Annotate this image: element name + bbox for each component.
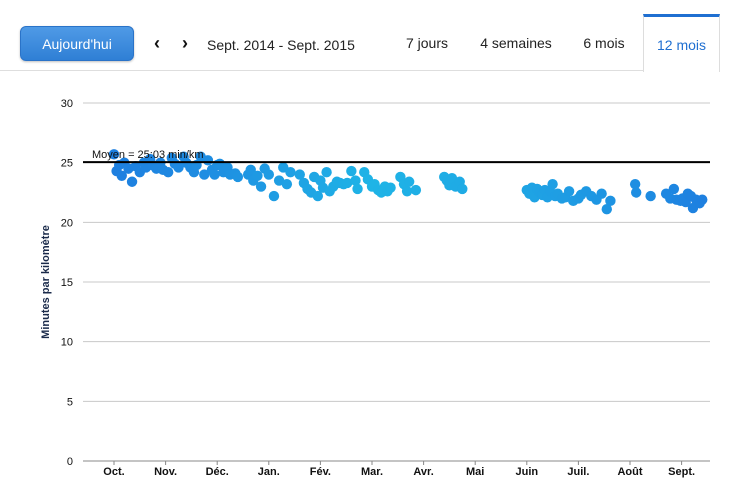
data-point	[601, 204, 612, 215]
data-point	[697, 194, 708, 205]
x-tick-label: Juin	[515, 466, 538, 478]
data-point	[645, 190, 656, 202]
data-point	[352, 183, 363, 195]
tab-12-months[interactable]: 12 mois	[643, 14, 720, 72]
data-point	[346, 165, 357, 177]
y-tick-label: 10	[61, 337, 73, 349]
data-point	[342, 177, 353, 189]
data-point	[629, 178, 641, 190]
x-tick-label: Nov.	[154, 466, 177, 478]
data-point	[630, 187, 642, 198]
y-tick-label: 0	[67, 456, 73, 468]
x-tick-label: Sept.	[668, 466, 695, 478]
data-point	[596, 188, 607, 199]
x-tick-label: Mai	[466, 466, 484, 478]
x-tick-label: Jan.	[258, 466, 280, 478]
y-tick-label: 30	[61, 98, 73, 110]
data-point	[108, 149, 120, 160]
x-tick-label: Août	[617, 466, 642, 478]
data-point	[410, 184, 422, 196]
tab-6-months[interactable]: 6 mois	[583, 35, 625, 51]
y-axis-label: Minutes par kilomètre	[40, 225, 52, 339]
data-point	[202, 155, 214, 166]
toolbar: Aujourd'hui ‹ › Sept. 2014 - Sept. 2015 …	[0, 0, 742, 72]
data-point	[403, 176, 415, 187]
data-point	[255, 181, 267, 192]
y-tick-label: 25	[61, 158, 73, 170]
data-point	[263, 169, 274, 180]
data-point	[457, 183, 468, 195]
data-point	[312, 190, 324, 202]
data-point	[285, 167, 296, 178]
x-tick-label: Juil.	[567, 466, 589, 478]
data-point	[294, 169, 305, 180]
data-points	[108, 149, 708, 215]
average-annotation: Moyen = 25:03 min/km	[92, 149, 204, 161]
y-tick-label: 5	[67, 396, 73, 408]
x-tick-label: Fév.	[310, 466, 331, 478]
x-tick-label: Mar.	[361, 466, 383, 478]
y-tick-label: 15	[61, 277, 73, 289]
data-point	[273, 175, 285, 186]
x-axis-ticks: Oct. Nov. Déc. Jan. Fév. Mar. Avr. Mai Juin Juil.…	[103, 461, 695, 478]
x-tick-label: Déc.	[206, 466, 229, 478]
data-point	[199, 169, 210, 180]
x-tick-label: Avr.	[413, 466, 433, 478]
data-point	[605, 195, 616, 207]
data-point	[126, 176, 138, 187]
tab-4-weeks[interactable]: 4 semaines	[480, 35, 552, 51]
data-point	[116, 170, 127, 181]
data-point	[209, 169, 220, 180]
date-range-label: Sept. 2014 - Sept. 2015	[207, 37, 355, 53]
chevron-right-icon[interactable]: ›	[182, 32, 188, 53]
toolbar-divider	[0, 70, 643, 71]
data-point	[446, 172, 458, 184]
data-point	[401, 186, 413, 197]
x-tick-label: Oct.	[103, 466, 124, 478]
data-point	[350, 175, 361, 186]
data-point	[668, 183, 680, 195]
tab-7-days[interactable]: 7 jours	[405, 35, 449, 51]
data-point	[252, 170, 263, 181]
today-button[interactable]: Aujourd'hui	[20, 26, 134, 61]
data-point	[385, 182, 396, 193]
data-point	[281, 178, 293, 190]
data-point	[173, 162, 184, 173]
data-point	[547, 178, 558, 190]
data-point	[162, 167, 174, 178]
y-tick-label: 20	[61, 217, 73, 229]
y-axis-ticks: 0 5 10 15 20 25 30	[61, 98, 73, 468]
data-point	[268, 190, 280, 202]
data-point	[245, 164, 256, 176]
data-point	[563, 186, 575, 197]
data-point	[321, 167, 332, 178]
data-point	[232, 171, 244, 183]
chevron-left-icon[interactable]: ‹	[154, 32, 160, 53]
